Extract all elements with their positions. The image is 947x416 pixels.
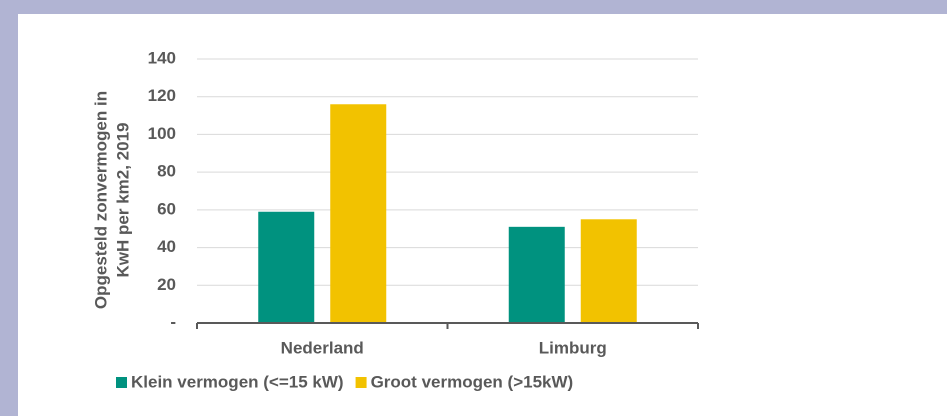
x-tick-label: Limburg [539, 338, 607, 357]
legend-label: Groot vermogen (>15kW) [371, 372, 574, 391]
bar [580, 219, 637, 323]
legend-label: Klein vermogen (<=15 kW) [131, 372, 344, 391]
y-tick-label: 140 [148, 48, 176, 67]
bar [508, 226, 565, 323]
legend-swatch [355, 377, 367, 388]
bar [330, 104, 387, 323]
y-tick-label: 100 [148, 124, 176, 143]
x-tick-label: Nederland [281, 338, 364, 357]
y-axis-label: Opgesteld zonvermogen in [91, 91, 110, 309]
bar [258, 211, 315, 323]
y-tick-label: 20 [157, 275, 176, 294]
y-axis-label: KwH per km2, 2019 [113, 123, 132, 278]
legend-swatch [116, 377, 127, 388]
y-tick-label: 40 [157, 237, 176, 256]
y-tick-label: 80 [157, 162, 176, 181]
panel [18, 14, 947, 416]
y-tick-label: - [170, 312, 176, 331]
y-tick-label: 120 [148, 86, 176, 105]
y-tick-label: 60 [157, 199, 176, 218]
